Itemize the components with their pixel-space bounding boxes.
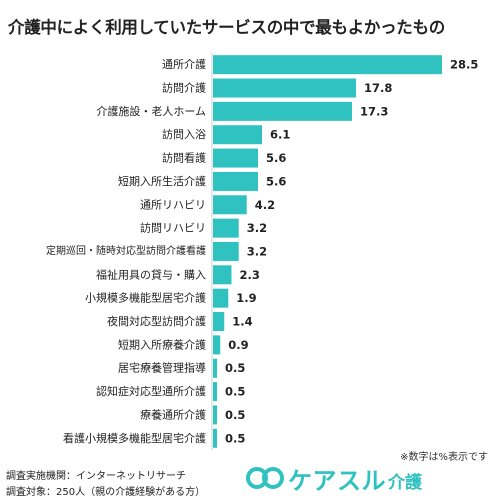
bar xyxy=(213,101,353,121)
bar xyxy=(213,78,357,98)
category-label: 居宅療養管理指導 xyxy=(118,361,206,375)
value-label: 0.5 xyxy=(225,385,245,399)
category-label: 訪問看護 xyxy=(162,151,206,165)
bar xyxy=(213,358,218,378)
bar xyxy=(213,125,263,145)
value-label: 28.5 xyxy=(450,58,478,72)
value-label: 0.5 xyxy=(225,408,245,422)
bar xyxy=(213,241,239,261)
category-label: 療養通所介護 xyxy=(140,407,206,421)
brand-logo: ケアスル 介護 xyxy=(246,462,422,495)
bar xyxy=(213,265,232,285)
category-label: 定期巡回・随時対応型訪問介護看護 xyxy=(46,244,206,257)
bar xyxy=(213,171,258,191)
value-label: 6.1 xyxy=(270,128,290,142)
bar xyxy=(213,335,221,355)
bar xyxy=(213,218,239,238)
bar xyxy=(213,195,247,215)
category-label: 訪問リハビリ xyxy=(140,221,206,235)
category-label: 夜間対応型訪問介護 xyxy=(107,314,206,328)
value-label: 0.5 xyxy=(225,361,245,375)
bar xyxy=(213,288,229,308)
bar xyxy=(213,312,225,332)
value-label: 3.2 xyxy=(247,244,267,258)
survey-org: 調査実施機関：インターネットリサーチ xyxy=(6,471,186,482)
category-label: 短期入所療養介護 xyxy=(118,337,206,351)
survey-target: 調査対象：250人（親の介護経験がある方） xyxy=(6,487,206,498)
value-label: 4.2 xyxy=(255,198,275,212)
value-label: 17.8 xyxy=(364,81,392,95)
value-label: 5.6 xyxy=(266,174,286,188)
category-label: 介護施設・老人ホーム xyxy=(96,104,206,118)
brand-sub: 介護 xyxy=(388,472,422,493)
chart-title: 介護中によく利用していたサービスの中で最もよかったもの xyxy=(8,18,445,37)
bar xyxy=(213,148,258,168)
percent-note: ※数字は%表示です xyxy=(400,452,488,463)
value-label: 5.6 xyxy=(266,151,286,165)
category-label: 訪問介護 xyxy=(162,81,206,95)
value-label: 3.2 xyxy=(247,221,267,235)
category-label: 小規模多機能型居宅介護 xyxy=(85,291,206,305)
value-label: 1.9 xyxy=(236,291,256,305)
category-label: 認知症対応型通所介護 xyxy=(96,384,206,398)
logo-mark-icon xyxy=(246,467,284,489)
value-label: 1.4 xyxy=(232,315,252,329)
value-label: 2.3 xyxy=(239,268,259,282)
value-label: 17.3 xyxy=(360,104,388,118)
bar xyxy=(213,405,218,425)
bar-chart: 通所介護 28.5 訪問介護 17.8 介護施設・老人ホーム 17.3 訪問入浴 6.1 訪問看… xyxy=(46,53,478,450)
category-label: 通所リハビリ xyxy=(140,198,206,211)
category-label: 訪問入浴 xyxy=(162,127,206,141)
category-label: 通所介護 xyxy=(162,57,206,71)
category-label: 福祉用具の貸与・購入 xyxy=(96,267,206,281)
brand-name: ケアスル xyxy=(288,466,386,495)
bar xyxy=(213,55,442,75)
value-label: 0.5 xyxy=(225,431,245,445)
category-label: 短期入所生活介護 xyxy=(118,174,206,188)
bar xyxy=(213,382,218,402)
value-label: 0.9 xyxy=(228,338,248,352)
category-label: 看護小規模多機能型居宅介護 xyxy=(63,431,206,445)
bar xyxy=(213,428,218,448)
